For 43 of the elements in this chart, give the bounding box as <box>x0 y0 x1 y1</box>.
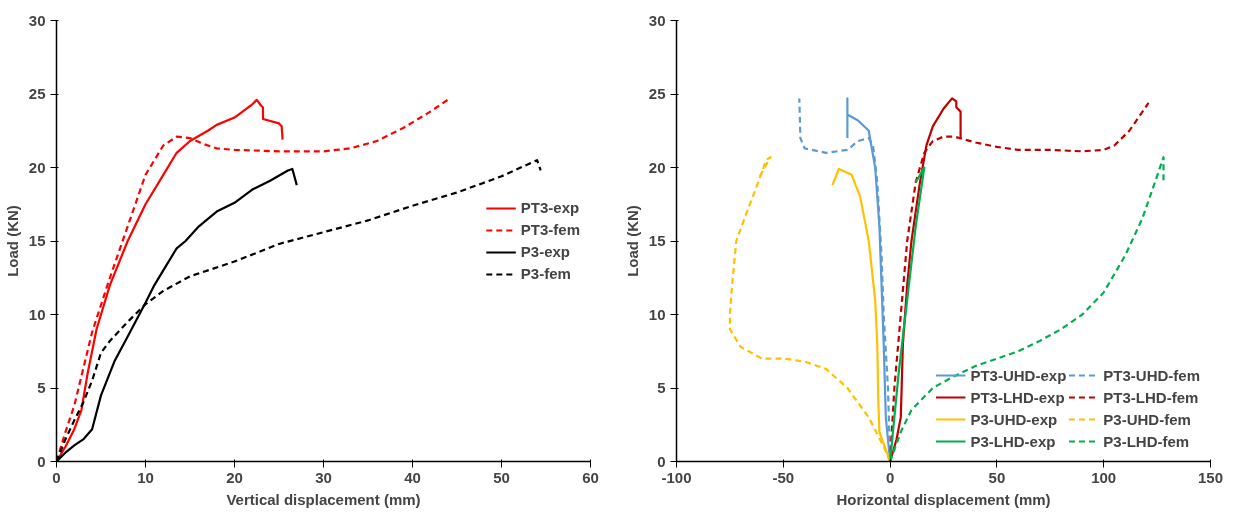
legend-label: PT3-LHD-fem <box>1103 388 1199 406</box>
x-tick-label: 0 <box>52 468 61 486</box>
y-tick-label: 10 <box>28 305 46 323</box>
y-tick-label: 20 <box>648 158 666 176</box>
y-tick-label: 0 <box>37 452 46 470</box>
legend-label: PT3-LHD-exp <box>970 388 1065 406</box>
y-tick-label: 5 <box>37 379 46 396</box>
legend-label: PT3-exp <box>520 199 580 216</box>
legend-label: P3-LHD-exp <box>970 432 1056 450</box>
x-tick-label: 0 <box>885 468 895 486</box>
x-tick-label: 50 <box>988 468 1006 486</box>
x-axis-title: Horizontal displacement (mm) <box>836 490 1051 508</box>
x-tick-label: 20 <box>226 468 243 486</box>
legend-label: P3-LHD-fem <box>1103 432 1190 450</box>
x-tick-label: -50 <box>772 468 795 486</box>
y-tick-label: 5 <box>657 379 666 396</box>
x-axis-title: Vertical displacement (mm) <box>226 490 421 508</box>
y-tick-label: 30 <box>28 11 46 29</box>
x-tick-label: 60 <box>582 468 599 486</box>
y-tick-label: 15 <box>648 232 666 249</box>
y-axis-title: Load (KN) <box>623 205 641 277</box>
y-tick-label: 25 <box>28 85 46 102</box>
y-tick-label: 25 <box>648 85 666 102</box>
y-tick-label: 30 <box>648 11 666 29</box>
y-axis-title: Load (KN) <box>3 205 21 277</box>
x-tick-label: 40 <box>404 468 421 486</box>
x-tick-label: 150 <box>1197 468 1224 486</box>
legend-label: P3-exp <box>520 243 571 260</box>
y-tick-label: 20 <box>28 158 46 176</box>
y-tick-label: 15 <box>28 232 46 249</box>
legend-label: P3-UHD-exp <box>970 410 1058 428</box>
y-tick-label: 0 <box>657 452 666 470</box>
legend-label: P3-fem <box>520 265 571 282</box>
x-tick-label: 50 <box>493 468 510 486</box>
x-tick-label: 10 <box>137 468 154 486</box>
legend-label: P3-UHD-fem <box>1103 410 1191 428</box>
x-tick-label: 100 <box>1091 468 1117 486</box>
legend-label: PT3-UHD-exp <box>970 366 1067 384</box>
legend-label: PT3-UHD-fem <box>1103 366 1200 384</box>
x-tick-label: 30 <box>315 468 332 486</box>
y-tick-label: 10 <box>648 305 666 323</box>
x-tick-label: -100 <box>661 468 692 486</box>
legend-label: PT3-fem <box>520 221 580 238</box>
